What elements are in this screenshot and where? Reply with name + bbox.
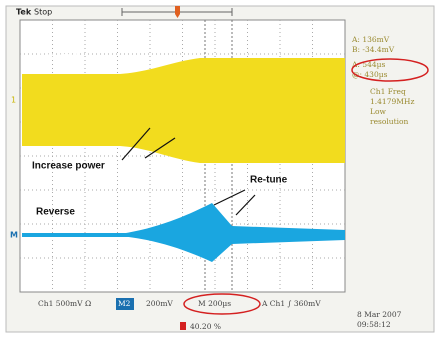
status: Stop xyxy=(34,8,52,17)
time: 09:58:12 xyxy=(357,320,391,329)
readout: A: 136mV xyxy=(351,35,390,44)
forward-label: Forward xyxy=(38,52,77,63)
ch1-marker: 1 xyxy=(11,96,16,105)
readout: Ch1 Freq xyxy=(370,87,406,96)
reverse-label: Reverse xyxy=(36,207,75,218)
readout: @: 430µs xyxy=(352,70,388,79)
scope-screenshot: Tek Stop T Forward Increase power Re-tun… xyxy=(0,0,442,338)
increase-power-label: Increase power xyxy=(32,161,105,172)
readout: B: -34.4mV xyxy=(352,45,395,54)
math-marker: M xyxy=(10,231,18,240)
date: 8 Mar 2007 xyxy=(357,310,402,319)
trigger-setting: A Ch1 ∫ 360mV xyxy=(261,299,321,308)
math-label: M2 xyxy=(118,299,131,308)
readout: 1.4179MHz xyxy=(370,97,414,106)
math-scale: 200mV xyxy=(146,299,173,308)
retune-label: Re-tune xyxy=(250,175,288,186)
brand: Tek xyxy=(16,8,32,17)
ch1-scale: Ch1 500mV Ω xyxy=(38,299,91,308)
readout: Low xyxy=(370,107,386,116)
readout: resolution xyxy=(370,117,409,126)
position: 40.20 % xyxy=(190,322,221,331)
timebase: M 200µs xyxy=(198,299,231,308)
position-marker xyxy=(180,322,186,330)
